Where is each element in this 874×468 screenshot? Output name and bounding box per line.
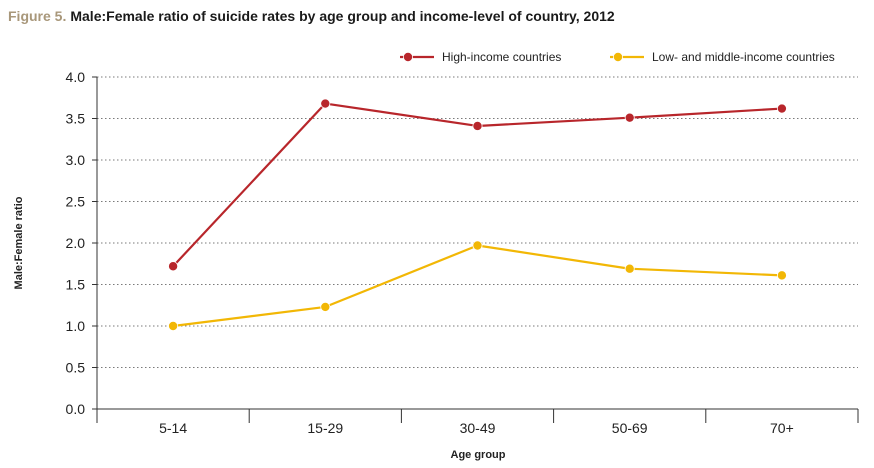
x-axis-title: Age group — [451, 449, 506, 461]
y-tick-labels: 0.0 0.5 1.0 1.5 2.0 2.5 3.0 3.5 4.0 — [66, 69, 86, 417]
grid — [97, 76, 858, 368]
data-point — [472, 240, 483, 251]
data-point — [320, 301, 331, 312]
data-point — [624, 112, 635, 123]
legend-label: Low- and middle-income countries — [652, 50, 835, 64]
y-axis-title: Male:Female ratio — [13, 196, 25, 289]
legend-marker — [402, 52, 413, 63]
x-tick-label: 70+ — [770, 420, 794, 436]
data-point — [168, 320, 179, 331]
legend-marker — [613, 52, 624, 63]
data-point — [624, 263, 635, 274]
x-tick-label: 50-69 — [612, 420, 648, 436]
x-tick-label: 30-49 — [460, 420, 496, 436]
y-tick-label: 2.0 — [66, 235, 86, 251]
x-tick-label: 5-14 — [159, 420, 187, 436]
data-point — [472, 120, 483, 131]
data-point — [168, 261, 179, 272]
y-tick-label: 3.5 — [66, 111, 86, 127]
figure-label: Figure 5. — [8, 8, 66, 24]
x-tick-label: 15-29 — [307, 420, 343, 436]
y-tick-label: 0.0 — [66, 401, 86, 417]
data-point — [320, 98, 331, 109]
chart-title: Figure 5. Male:Female ratio of suicide ra… — [8, 8, 615, 24]
legend-label: High-income countries — [442, 50, 561, 64]
series-line — [172, 244, 782, 328]
y-tick-label: 2.5 — [66, 194, 86, 210]
legend: High-income countries Low- and middle-inc… — [400, 50, 835, 64]
y-tick-label: 1.0 — [66, 318, 86, 334]
y-tick-label: 0.5 — [66, 360, 86, 376]
y-tick-label: 3.0 — [66, 152, 86, 168]
data-point — [776, 103, 787, 114]
x-tick-labels: 5-14 15-29 30-49 50-69 70+ — [159, 420, 794, 436]
title-text: Male:Female ratio of suicide rates by ag… — [70, 8, 615, 24]
series-group — [168, 98, 787, 331]
y-tick-label: 1.5 — [66, 277, 86, 293]
data-point — [776, 270, 787, 281]
axes — [92, 76, 859, 423]
y-tick-label: 4.0 — [66, 69, 86, 85]
